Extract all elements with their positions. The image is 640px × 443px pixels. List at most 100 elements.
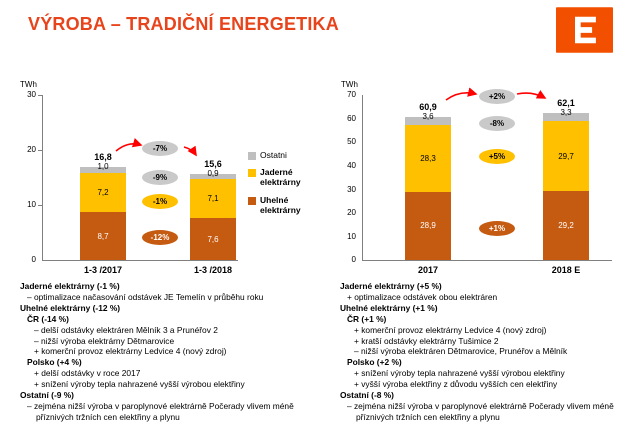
y-tick-label: 30: [347, 185, 356, 194]
axis-unit-label: TWh: [20, 80, 37, 89]
segment-value-label: 0,9: [207, 169, 219, 179]
note-line: + optimalizace odstávek obou elektráren: [347, 291, 498, 302]
note-heading: Polsko (+4 %): [27, 357, 82, 368]
note-line: – delší odstávky elektráren Mělník 3 a P…: [34, 324, 218, 335]
note-heading: ČR (+1 %): [347, 313, 387, 324]
stacked-bar-1-3-2018: 15,6 0,9 7,1 7,6: [190, 159, 236, 260]
segment-uhelne: 29,2: [543, 191, 589, 260]
segment-ostatni: 1,0: [80, 162, 126, 173]
segment-jaderne: 28,3: [405, 125, 451, 192]
x-category-label: 1-3 /2017: [83, 265, 123, 275]
legend-item-uhelne: Uhelné elektrárny: [248, 195, 318, 215]
note-line: – zejména nižší výroba v paroplynové ele…: [27, 400, 294, 422]
segment-jaderne: 29,7: [543, 121, 589, 192]
note-line: – nižší výroba elektráren Dětmarovice, P…: [354, 346, 568, 357]
stacked-bar-1-3-2017: 16,8 1,0 7,2 8,7: [80, 152, 126, 260]
stacked-bar-2017: 60,9 3,6 28,3 28,9: [405, 102, 451, 260]
y-axis: [362, 95, 363, 261]
note-line: + komerční provoz elektrárny Ledvice 4 (…: [34, 346, 227, 357]
delta-badge-jaderne: +5%: [479, 149, 515, 164]
segment-value-label: 7,2: [97, 187, 109, 197]
delta-badge-uhelne: +1%: [479, 221, 515, 236]
note-line: + kratší odstávky elektrárny Tušimice 2: [354, 335, 499, 346]
y-tick-label: 50: [347, 137, 356, 146]
legend-swatch-yellow-icon: [248, 169, 256, 177]
y-tick-label: 30: [27, 90, 36, 99]
delta-badge-total: +2%: [479, 89, 515, 104]
note-heading: Uhelné elektrárny (+1 %): [340, 302, 438, 313]
note-heading: Uhelné elektrárny (-12 %): [20, 302, 121, 313]
y-tick-label: 10: [27, 200, 36, 209]
y-tick-label: 20: [27, 145, 36, 154]
segment-value-label: 29,2: [558, 221, 574, 231]
delta-badge-ostatni: -9%: [142, 170, 178, 185]
notes-right: Jaderné elektrárny (+5 %) + optimalizace…: [340, 281, 628, 423]
trend-arrows-left: [115, 138, 197, 157]
segment-uhelne: 28,9: [405, 191, 451, 260]
segment-value-label: 3,6: [422, 111, 434, 121]
segment-jaderne: 7,2: [80, 172, 126, 213]
note-heading: ČR (-14 %): [27, 313, 69, 324]
delta-badge-total: -7%: [142, 141, 178, 156]
bar-total-label: 16,8: [94, 152, 112, 163]
delta-badge-jaderne: -1%: [142, 194, 178, 209]
note-heading: Ostatní (-8 %): [340, 390, 394, 401]
segment-value-label: 28,9: [420, 221, 436, 231]
segment-value-label: 7,1: [207, 194, 219, 204]
y-tick-label: 0: [351, 255, 356, 264]
stacked-bar-2018e: 62,1 3,3 29,7 29,2: [543, 98, 589, 260]
x-category-label: 1-3 /2018: [193, 265, 233, 275]
delta-badge-uhelne: -12%: [142, 230, 178, 245]
segment-jaderne: 7,1: [190, 179, 236, 219]
y-tick-label: 10: [347, 232, 356, 241]
segment-value-label: 3,3: [560, 108, 572, 118]
segment-uhelne: 8,7: [80, 212, 126, 260]
trend-arrows-right: [445, 87, 547, 101]
segment-value-label: 8,7: [97, 231, 109, 241]
y-tick: [38, 95, 42, 96]
note-line: – nižší výroba elektrárny Dětmarovice: [34, 335, 175, 346]
bar-total-label: 15,6: [204, 159, 222, 170]
segment-value-label: 1,0: [97, 162, 109, 172]
note-line: + vyšší výroba elektřiny z důvodu vyššíc…: [354, 379, 558, 390]
page-title: VÝROBA – TRADIČNÍ ENERGETIKA: [28, 14, 339, 34]
legend-item-ostatni: Ostatni: [248, 150, 318, 161]
x-category-label: 2018 E: [551, 265, 581, 275]
x-category-label: 2017: [417, 265, 439, 275]
y-tick-label: 60: [347, 114, 356, 123]
segment-value-label: 29,7: [558, 151, 574, 161]
legend-label: Uhelné elektrárny: [260, 195, 301, 215]
note-heading: Polsko (+2 %): [347, 357, 402, 368]
note-heading: Jaderné elektrárny (-1 %): [20, 281, 120, 291]
bar-total-label: 60,9: [419, 101, 437, 112]
legend-label: Jaderné elektrárny: [260, 167, 301, 187]
segment-value-label: 7,6: [207, 234, 219, 244]
legend-swatch-gray-icon: [248, 152, 256, 160]
legend-swatch-darkorange-icon: [248, 197, 256, 205]
segment-ostatni: 3,3: [543, 108, 589, 122]
note-line: + komerční provoz elektrárny Ledvice 4 (…: [354, 324, 547, 335]
legend-item-jaderne: Jaderné elektrárny: [248, 167, 318, 187]
segment-uhelne: 7,6: [190, 218, 236, 260]
cez-logo-icon: [556, 7, 613, 53]
note-line: – optimalizace načasování odstávek JE Te…: [27, 291, 264, 302]
y-tick: [38, 150, 42, 151]
note-heading: Jaderné elektrárny (+5 %): [340, 281, 442, 291]
segment-ostatni: 0,9: [190, 169, 236, 180]
y-tick-label: 40: [347, 161, 356, 170]
bar-total-label: 62,1: [557, 98, 575, 109]
axis-unit-label: TWh: [341, 80, 358, 89]
legend-label: Ostatni: [260, 150, 287, 160]
notes-left: Jaderné elektrárny (-1 %) – optimalizace…: [20, 281, 328, 423]
y-tick-label: 70: [347, 90, 356, 99]
note-line: – zejména nižší výroba v paroplynové ele…: [347, 400, 614, 422]
note-line: + snížení výroby tepla nahrazené vyšší v…: [354, 368, 565, 379]
delta-badge-ostatni: -8%: [479, 116, 515, 131]
segment-value-label: 28,3: [420, 154, 436, 164]
x-axis: [362, 260, 612, 261]
x-axis: [42, 260, 238, 261]
y-tick: [38, 205, 42, 206]
segment-ostatni: 3,6: [405, 112, 451, 126]
y-tick-label: 0: [31, 255, 36, 264]
